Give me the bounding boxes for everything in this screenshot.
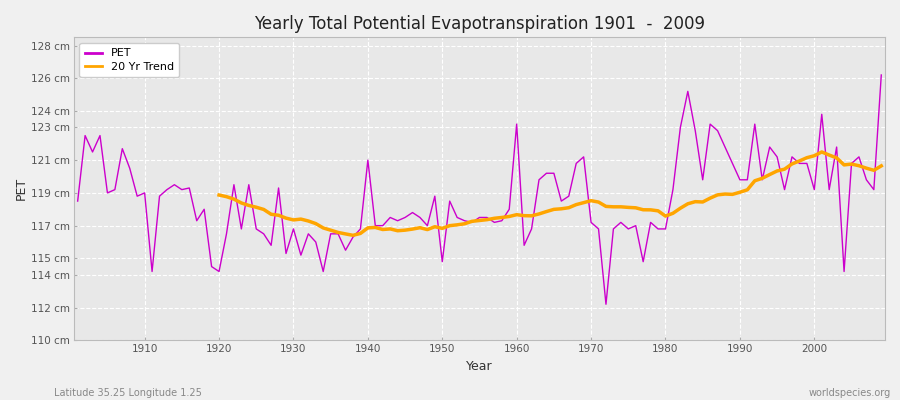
20 Yr Trend xyxy=(876,164,886,168)
20 Yr Trend xyxy=(816,150,827,154)
PET xyxy=(504,207,515,212)
PET xyxy=(876,72,886,77)
Text: worldspecies.org: worldspecies.org xyxy=(809,388,891,398)
20 Yr Trend xyxy=(347,233,358,238)
PET xyxy=(340,248,351,253)
20 Yr Trend xyxy=(861,166,872,170)
Title: Yearly Total Potential Evapotranspiration 1901  -  2009: Yearly Total Potential Evapotranspiratio… xyxy=(254,15,705,33)
Line: 20 Yr Trend: 20 Yr Trend xyxy=(219,152,881,235)
PET xyxy=(608,226,619,231)
Legend: PET, 20 Yr Trend: PET, 20 Yr Trend xyxy=(79,43,179,77)
PET xyxy=(511,122,522,126)
20 Yr Trend xyxy=(771,168,782,173)
PET xyxy=(72,199,83,204)
X-axis label: Year: Year xyxy=(466,360,493,373)
Y-axis label: PET: PET xyxy=(15,177,28,200)
PET xyxy=(131,194,142,198)
20 Yr Trend xyxy=(422,227,433,232)
20 Yr Trend xyxy=(213,193,224,198)
PET xyxy=(600,302,611,307)
20 Yr Trend xyxy=(682,201,693,206)
20 Yr Trend xyxy=(303,218,314,223)
PET xyxy=(295,253,306,258)
Text: Latitude 35.25 Longitude 1.25: Latitude 35.25 Longitude 1.25 xyxy=(54,388,202,398)
Line: PET: PET xyxy=(77,75,881,304)
20 Yr Trend xyxy=(787,162,797,166)
